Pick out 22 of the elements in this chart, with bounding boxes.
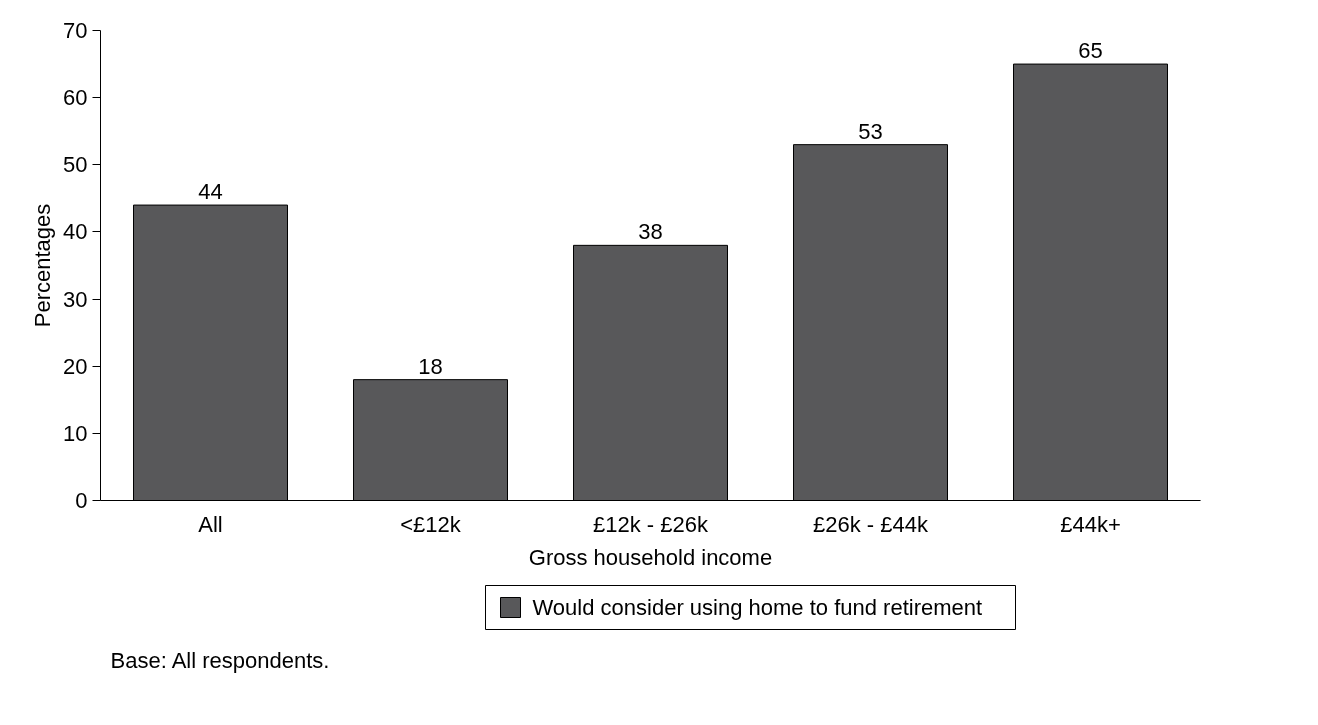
data-label: 65 (1078, 38, 1103, 64)
data-label: 18 (418, 353, 443, 379)
text: Base: All respondents. (110, 648, 330, 673)
y-tick-label: 20 (63, 353, 88, 379)
data-label: 44 (198, 179, 223, 205)
x-tick-label: £26k - £44k (813, 511, 929, 537)
data-label: 38 (638, 219, 663, 245)
y-tick-label: 70 (63, 18, 88, 43)
x-tick-label: All (198, 511, 223, 537)
y-tick-label: 0 (75, 488, 88, 513)
y-tick-label: 10 (63, 420, 88, 446)
y-tick-label: 30 (63, 286, 88, 312)
y-tick-label: 60 (63, 85, 88, 111)
y-tick-label: 50 (63, 152, 88, 178)
x-tick-label: £12k - £26k (593, 511, 709, 537)
y-axis-title: Percentages (30, 203, 56, 328)
data-label: 53 (858, 118, 883, 144)
y-tick-label: 40 (63, 219, 88, 245)
legend-label: Would consider using home to fund retirement (532, 595, 983, 620)
x-tick-label: £44k+ (1060, 511, 1121, 537)
x-tick-label: <£12k (400, 511, 462, 537)
x-axis-title: Gross household income (528, 544, 773, 570)
